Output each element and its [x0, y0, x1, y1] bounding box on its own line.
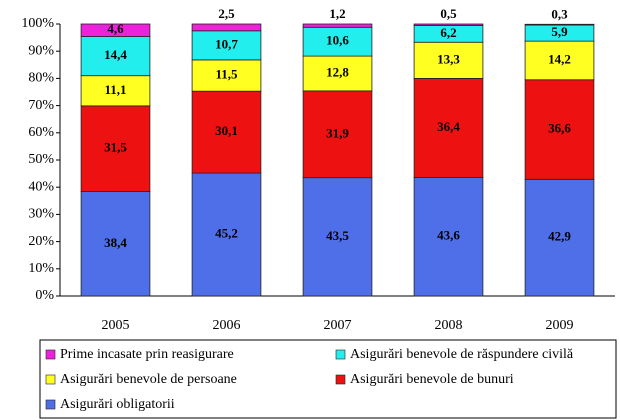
- data-label: 31,5: [104, 140, 127, 155]
- legend-swatch: [45, 349, 56, 360]
- data-label: 43,5: [326, 228, 349, 243]
- legend-box: [39, 339, 617, 419]
- bar-segment: [80, 36, 151, 77]
- data-label: 0,5: [440, 6, 457, 21]
- data-label: 42,9: [548, 229, 571, 244]
- x-tick-label: 2007: [324, 318, 352, 333]
- data-label: 2,5: [218, 6, 235, 21]
- y-tick-label: 70%: [28, 98, 54, 113]
- legend-swatch: [335, 349, 346, 360]
- legend-label: Asigurări benevole de persoane: [60, 372, 237, 387]
- data-label: 13,3: [437, 51, 460, 66]
- y-tick-label: 80%: [28, 71, 54, 86]
- bar-segment: [191, 23, 262, 32]
- y-tick-label: 10%: [28, 261, 54, 276]
- y-tick-label: 100%: [21, 16, 54, 31]
- data-label: 30,1: [215, 123, 238, 138]
- legend-label: Asigurări obligatorii: [60, 397, 175, 412]
- bar-segment: [524, 23, 595, 26]
- data-label: 11,5: [215, 67, 238, 82]
- data-label: 43,6: [437, 228, 460, 243]
- bar-segment: [80, 75, 151, 107]
- y-tick-label: 30%: [28, 207, 54, 222]
- bar-segment: [524, 40, 595, 81]
- x-tick-label: 2009: [546, 318, 574, 333]
- bar-segment: [413, 177, 484, 297]
- bar-segment: [191, 59, 262, 92]
- y-tick-label: 90%: [28, 43, 54, 58]
- legend-swatch: [45, 399, 56, 410]
- bar-segment: [413, 23, 484, 26]
- data-label: 4,6: [107, 21, 124, 36]
- bar-segment: [191, 90, 262, 174]
- legend-swatch: [335, 374, 346, 385]
- bar-segment: [413, 41, 484, 79]
- legend-label: Asigurări benevole de răspundere civilă: [350, 347, 574, 362]
- y-tick-label: 50%: [28, 152, 54, 167]
- x-tick-label: 2005: [102, 318, 130, 333]
- bar-segment: [80, 105, 151, 192]
- bar-segment: [413, 78, 484, 178]
- data-label: 31,9: [326, 125, 349, 140]
- data-label: 38,4: [104, 235, 127, 250]
- data-label: 36,6: [548, 121, 571, 136]
- data-label: 45,2: [215, 226, 238, 241]
- bar-segment: [302, 23, 373, 28]
- bar-segment: [302, 177, 373, 297]
- data-label: 6,2: [440, 25, 456, 40]
- legend-swatch: [45, 374, 56, 385]
- y-tick-label: 0%: [35, 288, 54, 303]
- data-label: 5,9: [551, 24, 568, 39]
- legend-label: Asigurări benevole de bunuri: [350, 372, 514, 387]
- data-label: 11,1: [104, 82, 126, 97]
- data-label: 12,8: [326, 64, 349, 79]
- bar-segment: [80, 191, 151, 297]
- data-label: 14,4: [104, 47, 127, 62]
- x-tick-label: 2006: [213, 318, 241, 333]
- y-tick-label: 40%: [28, 179, 54, 194]
- bar-segment: [191, 30, 262, 61]
- bar-segment: [302, 55, 373, 92]
- data-label: 10,6: [326, 33, 349, 48]
- data-label: 10,7: [215, 36, 238, 51]
- data-label: 36,4: [437, 119, 460, 134]
- bar-segment: [302, 26, 373, 57]
- legend-label: Prime incasate prin reasigurare: [60, 347, 234, 362]
- data-label: 0,3: [551, 6, 568, 21]
- x-tick-label: 2008: [435, 318, 463, 333]
- bar-segment: [191, 172, 262, 297]
- data-label: 1,2: [329, 6, 345, 21]
- y-tick-label: 20%: [28, 234, 54, 249]
- y-tick-label: 60%: [28, 125, 54, 140]
- bar-segment: [524, 79, 595, 180]
- bar-segment: [524, 178, 595, 297]
- bar-segment: [80, 23, 151, 37]
- data-label: 14,2: [548, 51, 571, 66]
